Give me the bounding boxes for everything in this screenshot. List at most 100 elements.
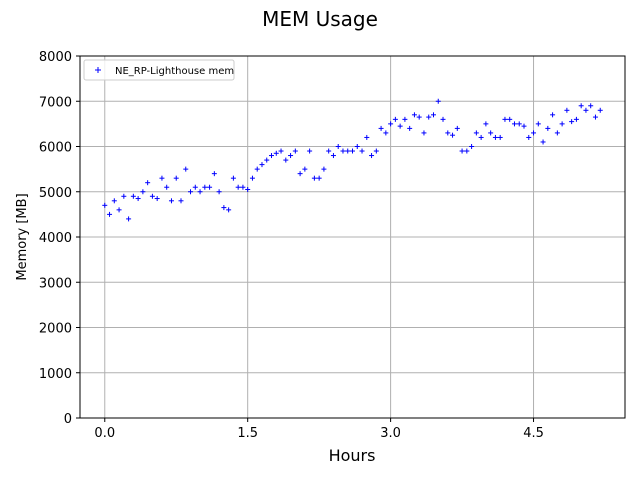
data-point (564, 107, 570, 113)
data-point (350, 148, 355, 154)
data-point (583, 107, 589, 113)
data-point (507, 116, 513, 122)
chart-title: MEM Usage (262, 7, 378, 31)
data-point (192, 184, 198, 190)
data-point (283, 157, 289, 163)
data-point (140, 189, 146, 195)
data-point (545, 125, 551, 131)
data-point (121, 193, 127, 199)
data-point (440, 116, 446, 122)
data-point (240, 184, 246, 190)
data-point (130, 193, 136, 199)
data-point (569, 119, 575, 125)
points-layer (102, 98, 603, 222)
x-tick-label: 0.0 (94, 426, 115, 441)
legend: NE_RP-Lighthouse mem (83, 59, 235, 81)
data-point (221, 205, 227, 211)
data-point (411, 112, 417, 118)
data-point (168, 198, 174, 204)
data-point (578, 103, 584, 109)
data-point (226, 207, 232, 213)
data-point (521, 123, 527, 129)
data-point (269, 153, 275, 159)
data-point (469, 144, 475, 149)
data-point (573, 116, 579, 122)
data-point (511, 121, 517, 127)
data-point (321, 166, 327, 172)
data-point (335, 144, 341, 149)
x-axis-label: Hours (329, 446, 376, 465)
data-point (597, 107, 603, 113)
y-tick-label: 2000 (39, 322, 72, 337)
data-point (311, 175, 317, 181)
data-point (302, 166, 308, 172)
y-axis-ticks: 0 1000 2000 3000 4000 5000 6000 7000 8000 (39, 50, 80, 427)
data-point (397, 123, 403, 129)
data-point (388, 121, 394, 127)
data-point (307, 148, 313, 154)
data-point (188, 189, 194, 195)
x-tick-label: 4.5 (523, 426, 544, 441)
data-point (154, 196, 160, 202)
y-tick-label: 4000 (39, 231, 72, 246)
y-tick-label: 8000 (39, 50, 72, 65)
data-point (497, 134, 503, 140)
data-point (407, 125, 413, 131)
data-point (392, 116, 398, 122)
data-point (259, 162, 265, 168)
data-point (554, 130, 560, 136)
y-tick-label: 6000 (39, 141, 72, 156)
data-point (326, 148, 332, 154)
data-point (173, 175, 179, 181)
data-point (164, 184, 170, 190)
data-point (369, 153, 375, 159)
data-point (516, 121, 522, 127)
data-point (464, 148, 470, 154)
data-point (426, 114, 432, 120)
data-point (292, 148, 298, 154)
data-point (273, 150, 279, 156)
data-point (531, 130, 537, 136)
data-point (488, 130, 494, 136)
y-tick-label: 1000 (39, 367, 72, 382)
data-point (235, 184, 241, 190)
data-point (492, 134, 498, 140)
data-point (502, 116, 508, 122)
data-point (345, 148, 351, 154)
data-point (478, 134, 484, 140)
data-point (316, 175, 322, 181)
grid-layer (80, 55, 625, 419)
data-point (559, 121, 565, 127)
data-point (149, 193, 155, 199)
data-point (116, 207, 122, 213)
legend-label: NE_RP-Lighthouse mem (115, 66, 234, 77)
data-point (483, 121, 489, 127)
data-point (550, 112, 556, 118)
data-point (102, 202, 108, 208)
data-point (135, 196, 141, 202)
data-point (592, 114, 598, 120)
data-point (340, 148, 346, 154)
data-point (278, 148, 284, 154)
data-point (254, 166, 260, 172)
y-tick-label: 7000 (39, 95, 72, 110)
y-tick-label: 5000 (39, 186, 72, 201)
data-point (178, 198, 184, 204)
data-point (145, 180, 151, 186)
data-point (211, 171, 217, 177)
data-point (183, 166, 189, 172)
data-point (588, 103, 594, 109)
data-point (421, 130, 427, 136)
data-point (159, 175, 165, 181)
legend-box (83, 59, 235, 81)
data-point (216, 189, 222, 195)
y-tick-label: 3000 (39, 276, 72, 291)
x-tick-label: 1.5 (237, 426, 258, 441)
data-point (126, 216, 132, 222)
x-axis-ticks: 0.0 1.5 3.0 4.5 (94, 418, 544, 441)
data-point (535, 121, 541, 127)
data-point (454, 125, 460, 131)
data-point (297, 171, 303, 177)
data-point (245, 186, 251, 192)
